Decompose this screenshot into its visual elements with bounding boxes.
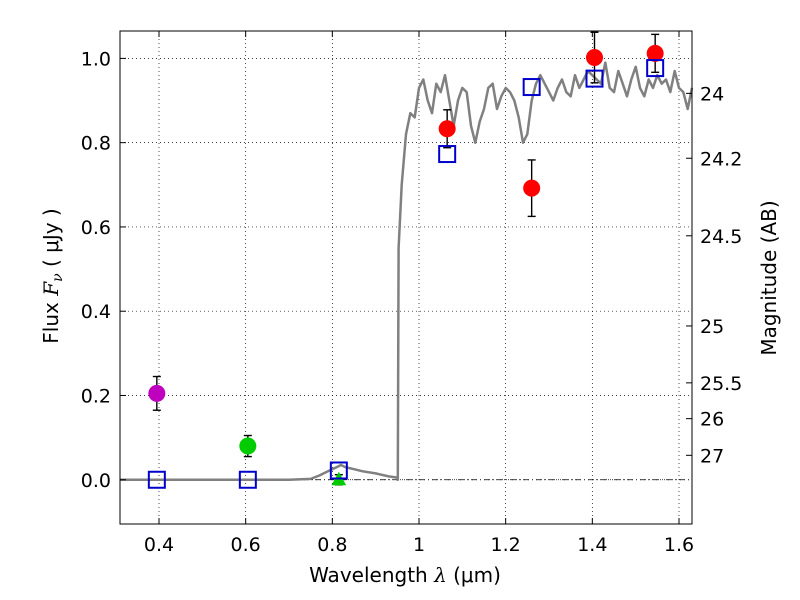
photometry-green-point [239,437,257,455]
model-spectrum-layer [120,61,694,482]
model-photometry-point [646,59,665,78]
mag-tick-label: 25 [700,316,724,338]
mag-tick-label: 26 [700,409,724,431]
mag-tick-label: 24 [700,83,724,105]
photometry-red-point [438,120,456,138]
axis-ticks [120,31,692,524]
y-tick-label: 0.8 [81,133,111,155]
x-axis-title: Wavelength λ (μm) [309,563,501,587]
photometry-red-point [646,44,664,62]
y-tick-label: 0.2 [81,385,111,407]
x-tick-label: 0.8 [317,534,347,556]
photometry-magenta-point [148,384,166,402]
model-photometry-point [238,470,257,489]
photometry-red-point [523,179,541,197]
plot-frame [119,30,693,525]
y-tick-label: 0.4 [81,301,111,323]
mag-tick-label: 24.2 [700,148,742,170]
model-spectrum-line [120,61,694,482]
data-points-layer [147,31,665,489]
y2-axis-title: Magnitude (AB) [757,200,781,355]
y-tick-label: 1.0 [81,48,111,70]
mag-tick-label: 27 [700,445,724,467]
tick-labels: 0.4 0.6 0.8 1 1.2 1.4 1.6 0.0 0.2 0.4 0.6 0.8 1.0 24 2… [81,48,743,556]
model-photometry-point [147,470,166,489]
x-tick-label: 1 [413,534,425,556]
x-tick-label: 1.6 [664,534,694,556]
x-tick-label: 0.6 [231,534,261,556]
x-tick-label: 0.4 [144,534,174,556]
x-tick-label: 1.4 [577,534,607,556]
y-tick-label: 0.6 [81,217,111,239]
mag-tick-label: 24.5 [700,226,742,248]
model-photometry-point [329,461,348,480]
mag-tick-label: 25.5 [700,373,742,395]
y-axis-title: Flux Fν ( μJy ) [39,208,66,343]
model-photometry-point [438,145,457,164]
model-photometry-point [585,69,604,88]
model-photometry-point [522,78,541,97]
x-tick-label: 1.2 [491,534,521,556]
photometry-red-point [586,49,603,67]
y-tick-label: 0.0 [81,470,111,492]
